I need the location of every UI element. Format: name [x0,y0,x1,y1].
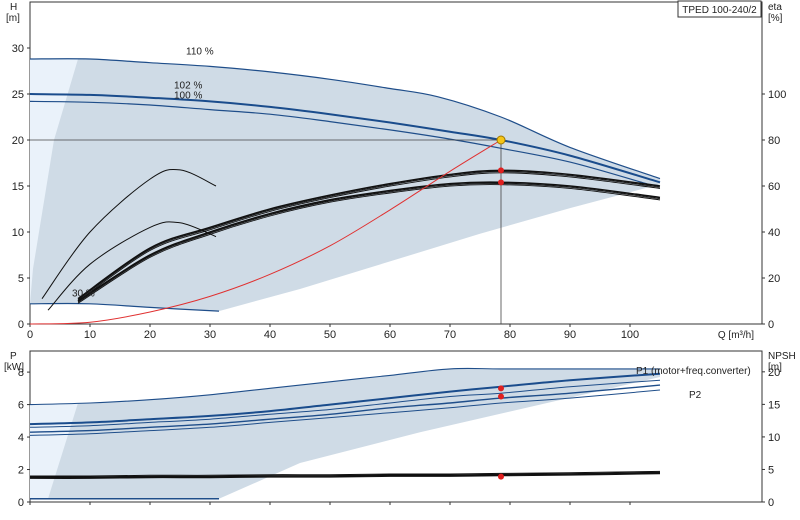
npsh-duty-marker [498,473,504,480]
power-curve [29,389,661,436]
hq-curve-hq-min [29,302,220,312]
x-tick-label: 50 [324,329,336,341]
hq-curve-hq-110 [29,58,661,180]
y-tick-label-left: 5 [18,273,24,285]
hq-curve-hq-100 [29,100,649,185]
y-tick-label-left: 0 [18,319,24,331]
y-tick-label-left: 25 [12,89,24,101]
y-tick-label-right: 40 [768,227,780,239]
y-tick-label-right: 100 [768,89,786,101]
hq-curve-hq-102 [29,93,661,184]
y-tick-label-right: 15 [768,399,780,411]
y-tick-label-right: 5 [768,464,774,476]
x-tick-label: 80 [504,329,516,341]
power-curve [29,379,661,428]
system-curve [29,139,502,325]
y-tick-label-right: 20 [768,367,780,379]
x-tick-label: 40 [264,329,276,341]
x-tick-label: 20 [144,329,156,341]
efficiency-curve [77,182,661,303]
power-duty-marker [498,393,504,400]
x-tick-label: 10 [84,329,96,341]
efficiency-duty-marker [498,167,504,174]
y-tick-label-right: 0 [768,319,774,331]
speed-curve-label: 30 % [72,288,95,299]
efficiency-curve-low-speed [47,221,217,311]
y-tick-label-left: 10 [12,227,24,239]
x-tick-label: 30 [204,329,216,341]
p1-legend-label: P1 (motor+freq.converter) [636,366,751,377]
efficiency-curve [77,171,661,301]
speed-curve-label: 102 % [174,80,202,91]
efficiency-curve [77,169,661,300]
y-tick-label-left: 2 [18,465,24,477]
efficiency-curve [77,184,661,304]
x-tick-label: 60 [384,329,396,341]
title-box [677,0,762,18]
y-tick-label-left: 20 [12,135,24,147]
npsh-curve [29,471,661,479]
speed-curve-label: 110 % [186,46,214,57]
p2-legend-label: P2 [689,390,702,401]
power-duty-marker [498,385,504,392]
npsh-curve [29,470,661,477]
y-axis-unit-right: [m] [768,362,782,373]
power-curve [29,367,660,406]
y-tick-label-left: 15 [12,181,24,193]
x-tick-label: 90 [564,329,576,341]
y-tick-label-left: 8 [18,367,24,379]
low-flow-region-top [30,59,78,304]
y-tick-label-right: 60 [768,181,780,193]
y-axis-unit-left: [m] [6,13,20,24]
y-axis-label-right: NPSH [768,351,796,362]
duty-point-marker [496,135,506,145]
y-tick-label-right: 20 [768,273,780,285]
y-axis-unit-left: [kW] [4,362,24,373]
y-tick-label-right: 0 [768,497,774,509]
y-axis-unit-right: [%] [768,13,783,24]
operating-range-area-bottom [30,368,660,499]
y-axis-label-right: eta [768,2,782,13]
y-tick-label-left: 6 [18,400,24,412]
y-tick-label-left: 30 [12,43,24,55]
operating-range-area-top [30,58,660,312]
y-tick-label-right: 10 [768,432,780,444]
x-tick-label: 70 [444,329,456,341]
y-tick-label-right: 80 [768,135,780,147]
x-tick-label: 100 [621,329,639,341]
efficiency-curve [77,181,661,302]
x-axis-label: Q [m³/h] [718,330,754,341]
y-axis-label-left: H [10,2,17,13]
y-tick-label-left: 0 [18,497,24,509]
efficiency-curve-low-speed [41,168,217,299]
power-curve [29,384,661,433]
speed-curve-label: 100 % [174,91,202,102]
efficiency-curve [77,172,661,302]
npsh-curve [29,473,661,479]
efficiency-duty-marker [498,179,504,186]
power-curve [29,372,661,426]
y-tick-label-left: 4 [18,432,24,444]
x-tick-label: 0 [27,329,33,341]
chart-title: TPED 100-240/2 [682,5,757,16]
y-axis-label-left: P [10,351,17,362]
